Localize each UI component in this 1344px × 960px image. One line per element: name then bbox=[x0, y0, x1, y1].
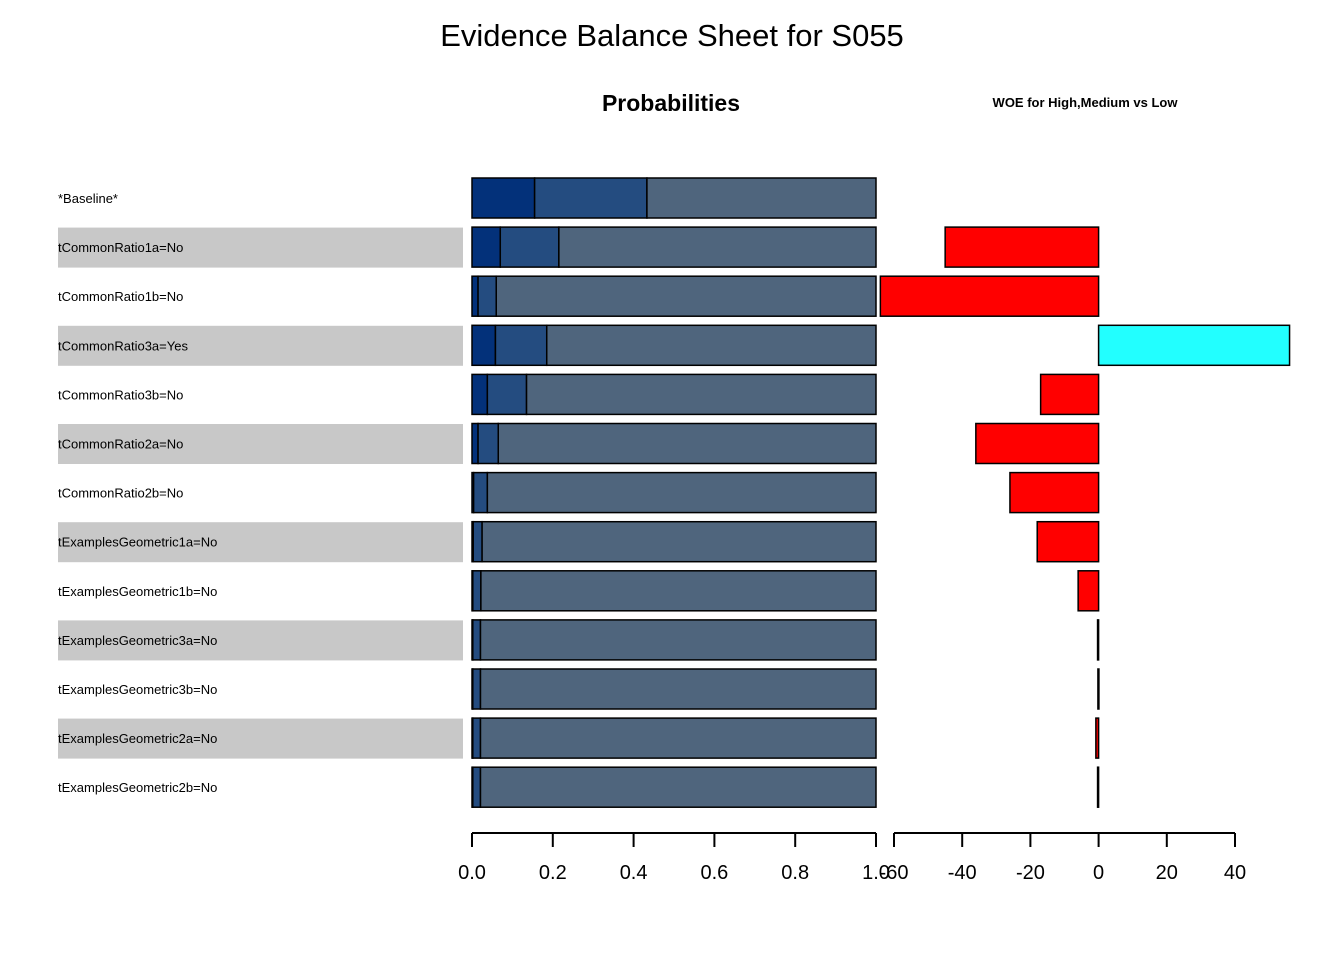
row-label: *Baseline* bbox=[58, 191, 118, 206]
chart-title: Evidence Balance Sheet for S055 bbox=[440, 18, 904, 53]
probability-segment bbox=[477, 422, 500, 465]
probability-segment bbox=[479, 766, 877, 808]
probability-segment bbox=[479, 668, 877, 710]
probability-segment bbox=[472, 668, 482, 710]
row-label: tExamplesGeometric1b=No bbox=[58, 584, 217, 599]
probability-segment bbox=[486, 373, 528, 416]
row-band bbox=[58, 522, 463, 563]
probability-segment bbox=[499, 226, 560, 268]
row-label: tExamplesGeometric2a=No bbox=[58, 731, 217, 746]
probability-segment bbox=[477, 275, 497, 317]
probability-tick-label: 0.0 bbox=[458, 862, 486, 884]
woe-bar bbox=[879, 275, 1100, 317]
probabilities-panel-title: Probabilities bbox=[602, 90, 740, 116]
row-label: tCommonRatio3a=Yes bbox=[58, 338, 188, 353]
probability-segment bbox=[525, 373, 877, 416]
probability-segment bbox=[494, 324, 548, 367]
probability-segment bbox=[472, 619, 482, 661]
probability-tick-label: 0.8 bbox=[781, 862, 809, 884]
probability-segment bbox=[533, 177, 648, 219]
woe-panel-title: WOE for High,Medium vs Low bbox=[993, 95, 1179, 110]
probability-segment bbox=[472, 717, 482, 759]
probability-segment bbox=[471, 177, 536, 219]
probability-segment bbox=[471, 275, 479, 317]
probability-tick-label: 0.2 bbox=[539, 862, 567, 884]
probability-segment bbox=[495, 275, 877, 317]
probability-bars bbox=[471, 177, 877, 808]
woe-tick-label: 20 bbox=[1156, 862, 1178, 884]
row-label: tCommonRatio2b=No bbox=[58, 486, 183, 501]
woe-bar bbox=[975, 422, 1100, 465]
woe-tick-label: -40 bbox=[948, 862, 977, 884]
probability-segment bbox=[486, 471, 877, 514]
row-label: tExamplesGeometric3b=No bbox=[58, 682, 217, 697]
probability-tick-label: 0.6 bbox=[700, 862, 728, 884]
probability-segment bbox=[545, 324, 877, 367]
probability-segment bbox=[472, 766, 482, 808]
row-bands bbox=[58, 227, 463, 759]
probability-segment bbox=[472, 570, 482, 612]
woe-bar bbox=[1036, 520, 1100, 563]
woe-bar bbox=[1077, 570, 1100, 612]
woe-bar bbox=[944, 226, 1100, 268]
probability-segment bbox=[497, 422, 877, 465]
row-label: tCommonRatio1a=No bbox=[58, 240, 183, 255]
probability-segment bbox=[479, 619, 877, 661]
row-label: tCommonRatio3b=No bbox=[58, 387, 183, 402]
woe-tick-label: 0 bbox=[1093, 862, 1104, 884]
row-band bbox=[58, 424, 463, 464]
woe-tick-label: 40 bbox=[1224, 862, 1246, 884]
probability-tick-label: 0.4 bbox=[620, 862, 648, 884]
row-band bbox=[58, 227, 463, 268]
woe-bars bbox=[879, 226, 1291, 808]
woe-bar bbox=[1096, 766, 1100, 808]
probability-segment bbox=[472, 520, 483, 563]
row-labels: *Baseline* tCommonRatio1a=No tCommonRatio1… bbox=[58, 191, 217, 795]
woe-tick-label: -60 bbox=[880, 862, 909, 884]
row-label: tCommonRatio2a=No bbox=[58, 437, 183, 452]
probability-segment bbox=[481, 520, 877, 563]
row-label: tExamplesGeometric1a=No bbox=[58, 535, 217, 550]
probability-segment bbox=[558, 226, 877, 268]
probability-segment bbox=[479, 717, 877, 759]
probability-segment bbox=[646, 177, 877, 219]
probability-segment bbox=[471, 422, 479, 465]
probability-segment bbox=[480, 570, 877, 612]
row-band bbox=[58, 620, 463, 661]
woe-bar bbox=[1009, 471, 1100, 514]
row-band bbox=[58, 325, 463, 366]
woe-axis: -60 -40 -20 0 20 40 bbox=[880, 832, 1246, 884]
row-band bbox=[58, 718, 463, 759]
woe-bar bbox=[1039, 373, 1100, 416]
row-label: tCommonRatio1b=No bbox=[58, 289, 183, 304]
woe-bar bbox=[1095, 717, 1100, 759]
row-label: tExamplesGeometric2b=No bbox=[58, 780, 217, 795]
row-label: tExamplesGeometric3a=No bbox=[58, 633, 217, 648]
probability-segment bbox=[472, 471, 489, 514]
woe-bar bbox=[1097, 324, 1291, 367]
woe-bar bbox=[1097, 668, 1100, 710]
woe-bar bbox=[1096, 619, 1100, 661]
woe-tick-label: -20 bbox=[1016, 862, 1045, 884]
probability-segment bbox=[471, 373, 489, 416]
probability-tick-label: 1.0 bbox=[862, 862, 890, 884]
probability-segment bbox=[471, 226, 502, 268]
probability-axis: 0.0 0.2 0.4 0.6 0.8 1.0 bbox=[458, 832, 890, 884]
probability-segment bbox=[471, 324, 497, 367]
